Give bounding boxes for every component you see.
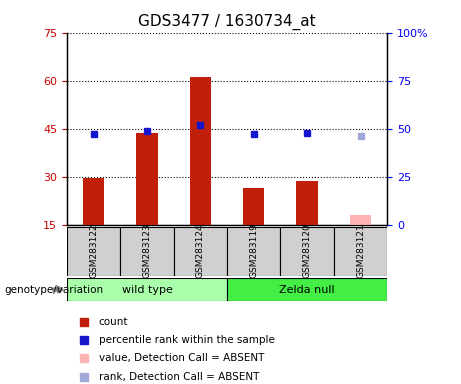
Bar — [120, 227, 174, 276]
Bar — [350, 215, 371, 225]
Text: GSM283124: GSM283124 — [196, 223, 205, 278]
Bar — [334, 227, 387, 276]
Text: GSM283122: GSM283122 — [89, 223, 98, 278]
Text: count: count — [99, 317, 128, 327]
Text: percentile rank within the sample: percentile rank within the sample — [99, 335, 275, 345]
Text: GSM283121: GSM283121 — [356, 223, 365, 278]
Bar — [189, 78, 211, 225]
Bar — [227, 227, 280, 276]
Bar — [243, 188, 265, 225]
Bar — [136, 134, 158, 225]
Text: rank, Detection Call = ABSENT: rank, Detection Call = ABSENT — [99, 372, 259, 382]
Text: genotype/variation: genotype/variation — [5, 285, 104, 295]
Text: Zelda null: Zelda null — [279, 285, 335, 295]
Text: value, Detection Call = ABSENT: value, Detection Call = ABSENT — [99, 353, 264, 363]
Text: GSM283123: GSM283123 — [142, 223, 152, 278]
Bar — [296, 182, 318, 225]
Bar — [227, 278, 387, 301]
Text: GSM283119: GSM283119 — [249, 223, 258, 278]
Bar — [67, 227, 120, 276]
Bar — [174, 227, 227, 276]
Bar — [280, 227, 334, 276]
Title: GDS3477 / 1630734_at: GDS3477 / 1630734_at — [138, 14, 316, 30]
Bar — [83, 178, 104, 225]
Bar — [67, 278, 227, 301]
Text: wild type: wild type — [122, 285, 172, 295]
Text: GSM283120: GSM283120 — [302, 223, 312, 278]
